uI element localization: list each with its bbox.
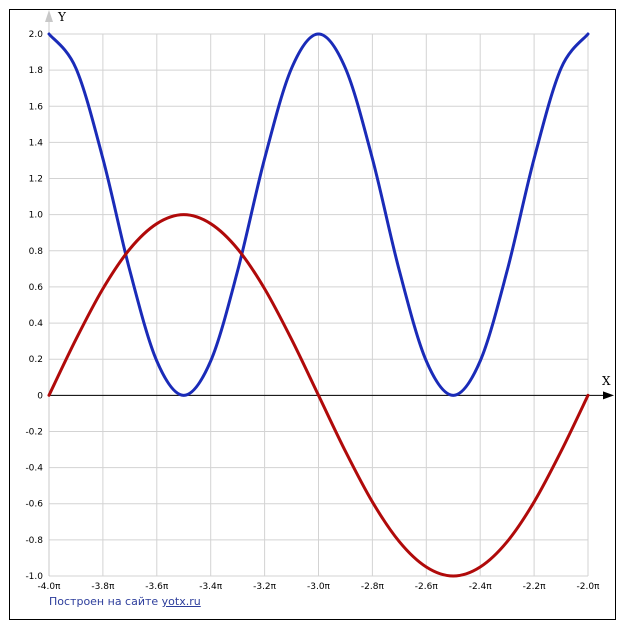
y-tick-label: -0.2 <box>25 427 43 437</box>
x-tick-label: -4.0π <box>38 582 62 592</box>
y-tick-label: 0.2 <box>29 355 43 365</box>
x-tick-label: -2.8π <box>361 582 385 592</box>
y-tick-label: 1.2 <box>29 175 43 185</box>
tick-labels: -4.0π -3.8π -3.6π -3.4π -3.2π -3.0π -2.8π -2.6π… <box>25 30 600 592</box>
x-tick-label: -2.6π <box>415 582 439 592</box>
y-tick-label: 1.8 <box>29 66 44 76</box>
x-tick-label: -3.6π <box>145 582 169 592</box>
x-tick-label: -3.8π <box>91 582 115 592</box>
y-tick-label: -0.4 <box>25 464 43 474</box>
x-tick-label: -2.4π <box>469 582 493 592</box>
x-tick-label: -3.4π <box>199 582 223 592</box>
x-tick-label: -2.0π <box>577 582 601 592</box>
chart-frame <box>9 9 616 620</box>
series <box>47 32 590 578</box>
y-tick-label: 0.6 <box>29 283 44 293</box>
y-tick-label: 1.0 <box>29 211 44 221</box>
x-axis-label: X <box>602 374 611 388</box>
y-axis-arrow <box>45 10 53 22</box>
y-tick-label: 0.8 <box>29 247 44 257</box>
credit-link[interactable]: yotx.ru <box>161 595 201 608</box>
credit-text: Построен на сайте <box>49 595 159 608</box>
y-axis-label: Y <box>57 10 67 24</box>
y-tick-label: -0.6 <box>25 500 43 510</box>
y-tick-label: 1.6 <box>29 102 44 112</box>
y-tick-label: 0 <box>37 391 43 401</box>
y-tick-label: 0.4 <box>29 319 44 329</box>
x-tick-label: -3.2π <box>253 582 277 592</box>
credit-line: Построен на сайте yotx.ru <box>49 595 201 608</box>
y-tick-label: 1.4 <box>29 138 44 148</box>
series-line-1 <box>47 32 590 397</box>
axes <box>45 10 614 576</box>
y-tick-label: -0.8 <box>25 536 43 546</box>
y-tick-label: 2.0 <box>29 30 44 40</box>
x-tick-label: -3.0π <box>307 582 331 592</box>
x-axis-arrow <box>603 391 614 400</box>
y-tick-label: -1.0 <box>25 572 43 582</box>
x-tick-label: -2.2π <box>523 582 547 592</box>
grid <box>48 33 589 577</box>
series-line-2 <box>47 213 590 578</box>
